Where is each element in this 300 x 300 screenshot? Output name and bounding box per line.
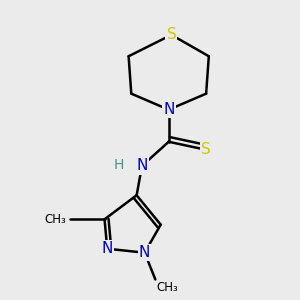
Text: S: S: [201, 142, 211, 157]
Text: H: H: [114, 158, 124, 172]
Text: N: N: [139, 245, 150, 260]
Text: CH₃: CH₃: [44, 213, 66, 226]
Text: N: N: [163, 102, 174, 117]
Text: N: N: [136, 158, 148, 173]
Text: CH₃: CH₃: [157, 281, 178, 294]
Text: N: N: [101, 241, 113, 256]
Text: S: S: [167, 27, 176, 42]
